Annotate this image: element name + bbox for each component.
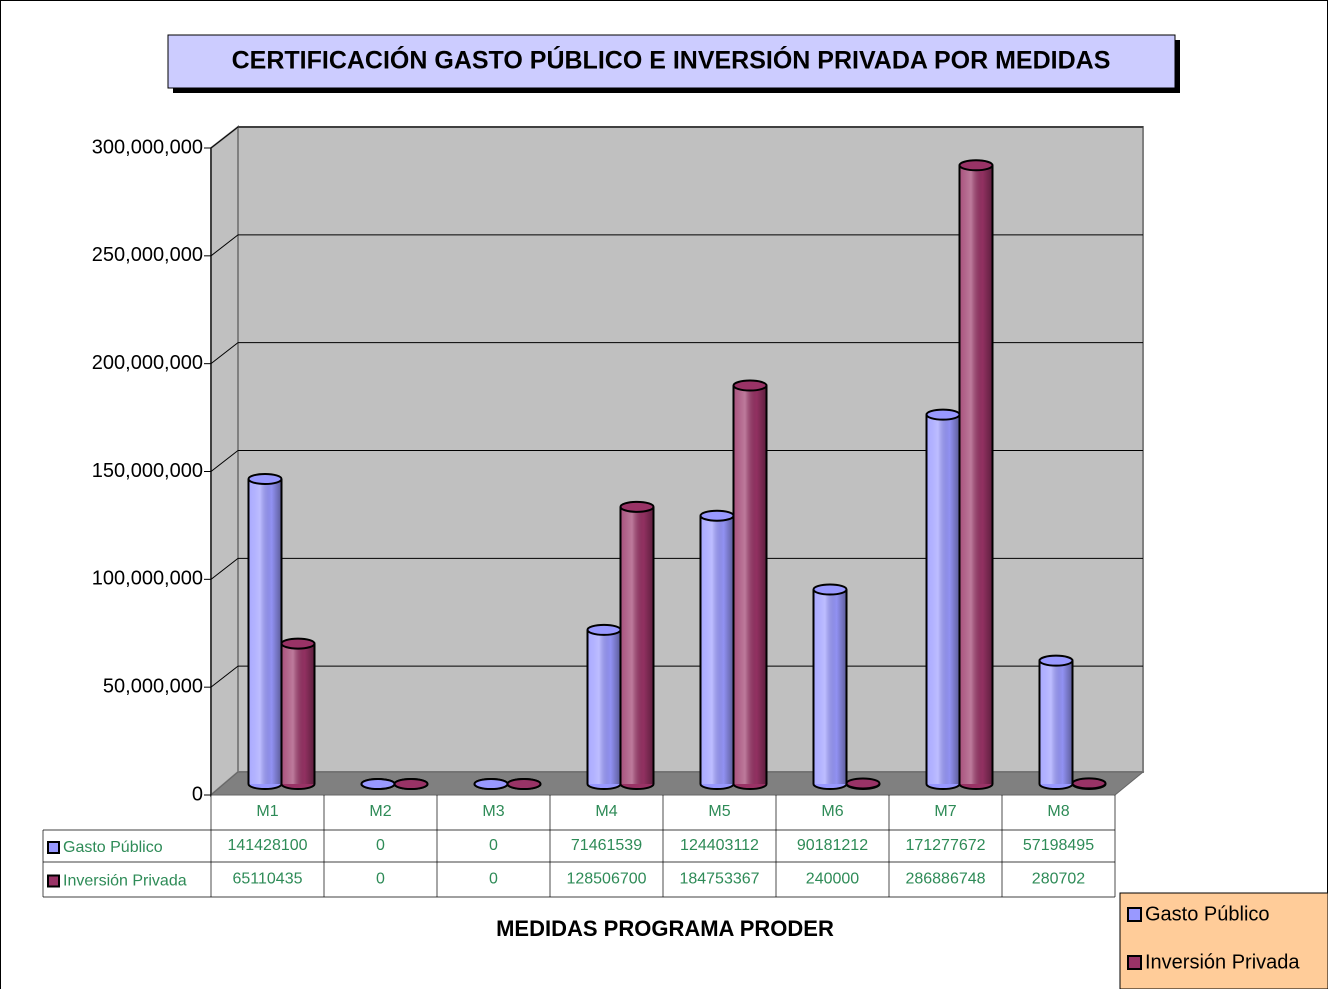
y-tick-label: 0: [192, 783, 203, 805]
table-row-label: Gasto Público: [63, 839, 163, 856]
table-cell: 71461539: [571, 837, 642, 854]
legend-label: Inversión Privada: [1145, 951, 1300, 973]
grid-line: [210, 126, 239, 149]
bar-top: [280, 637, 316, 650]
table-cell: 184753367: [679, 871, 759, 888]
y-tick-label: 250,000,000: [92, 244, 203, 266]
table-legend-key: [47, 841, 60, 854]
table-cell: 280702: [1032, 871, 1085, 888]
bar-top: [699, 509, 735, 522]
table-row-label: Inversión Privada: [63, 873, 187, 890]
y-tick-label: 200,000,000: [92, 352, 203, 374]
bar-shade: [1039, 660, 1073, 784]
bar-top: [925, 408, 961, 421]
bar-top: [1038, 654, 1074, 667]
table-cell: 240000: [806, 871, 859, 888]
table-cell: 57198495: [1023, 837, 1094, 854]
x-tick-label: M6: [821, 803, 843, 820]
bar-top: [506, 778, 542, 790]
table-legend-key: [47, 874, 60, 888]
table-cell: 141428100: [227, 837, 307, 854]
y-tick-label: 300,000,000: [92, 136, 203, 158]
x-tick-label: M7: [934, 803, 956, 820]
table-cell: 0: [376, 837, 385, 854]
x-tick-label: M4: [595, 803, 617, 820]
grid-line: [210, 234, 239, 257]
bar-top: [732, 379, 768, 392]
bar-shade: [248, 478, 282, 784]
bar-top: [586, 623, 622, 636]
legend-key: [1127, 955, 1142, 970]
bar-top: [812, 583, 848, 596]
bar-shade: [281, 643, 315, 784]
table-cell: 171277672: [905, 837, 985, 854]
legend-key: [1127, 907, 1142, 922]
bar-top: [360, 778, 396, 790]
bar-shade: [733, 385, 767, 784]
bar-top: [958, 159, 994, 172]
bar-shade: [926, 414, 960, 784]
bar-top: [473, 778, 509, 790]
x-tick-label: M3: [482, 803, 504, 820]
table-cell: 124403112: [680, 837, 759, 854]
table-cell: 286886748: [905, 871, 985, 888]
bar-top: [393, 778, 429, 790]
y-tick-label: 100,000,000: [92, 568, 203, 590]
y-tick-label: 150,000,000: [92, 460, 203, 482]
back-wall: [237, 126, 1144, 773]
table-cell: 0: [376, 871, 385, 888]
grid-line: [210, 557, 239, 580]
grid-line: [210, 450, 239, 472]
bar-shade: [587, 629, 621, 784]
table-cell: 128506700: [566, 871, 646, 888]
grid-line: [210, 665, 239, 688]
legend-label: Gasto Público: [1145, 903, 1270, 925]
table-cell: 0: [489, 871, 498, 888]
bar-shade: [813, 589, 847, 784]
chart-title: CERTIFICACIÓN GASTO PÚBLICO E INVERSIÓN …: [232, 45, 1111, 75]
bar-top: [1071, 777, 1107, 790]
y-tick-label: 50,000,000: [103, 675, 203, 697]
bar-shade: [959, 165, 993, 785]
bar-shade: [620, 506, 654, 784]
x-tick-label: M5: [708, 803, 730, 820]
bar-top: [247, 472, 283, 485]
x-axis-title: MEDIDAS PROGRAMA PRODER: [496, 916, 834, 941]
floor: [209, 771, 1145, 796]
title-box: [167, 34, 1176, 89]
bar-shade: [700, 515, 734, 784]
table-cell: 0: [489, 837, 498, 854]
x-tick-label: M2: [369, 803, 391, 820]
x-tick-label: M1: [256, 803, 278, 820]
grid-line: [210, 342, 239, 365]
x-tick-label: M8: [1047, 803, 1069, 820]
table-cell: 65110435: [233, 871, 303, 888]
legend-box: [1119, 892, 1328, 989]
bar-top: [619, 500, 655, 513]
bar-top: [845, 777, 881, 790]
table-cell: 90181212: [797, 837, 868, 854]
